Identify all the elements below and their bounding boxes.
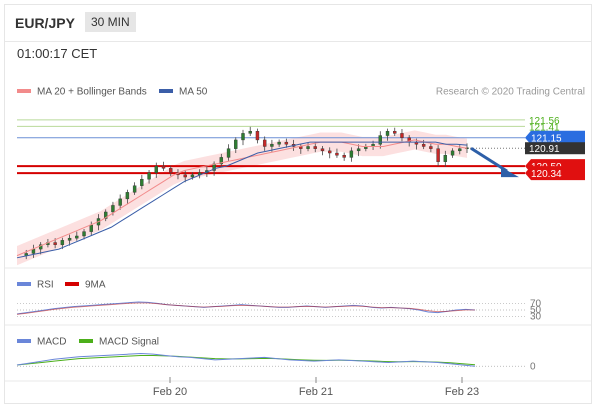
chart-canvas: MA 20 + Bollinger Bands MA 50 Research ©… [5,87,591,398]
candle-body [349,150,354,158]
candle-body [458,148,462,152]
legend-bollinger-swatch [17,89,31,93]
ma20-line [16,139,468,257]
chart-header: EUR/JPY 30 MIN [5,5,591,42]
candle-body [89,224,93,232]
projection-arrowhead [501,167,519,178]
level-tag-support [525,166,585,181]
candle-body [284,141,289,145]
level-label: 121.15 [531,134,562,145]
legend-macd-signal-label: MACD Signal [99,337,159,348]
candle-body [67,237,72,241]
timeframe-badge[interactable]: 30 MIN [85,12,136,32]
x-tick-label: Feb 20 [153,386,187,398]
candle-body [400,133,404,138]
legend-rsi-ma-label: 9MA [85,280,106,291]
candle-body [342,155,346,158]
candle-body [313,146,317,149]
candle-body [378,135,382,145]
candle-body [443,155,448,162]
bollinger-band [17,130,467,266]
candle-body [60,240,65,245]
x-tick-label: Feb 21 [299,386,333,398]
candle-body [356,148,361,152]
level-label: 120.34 [531,169,562,180]
candle-body [219,157,224,165]
rsi-tick-label: 50 [530,305,542,316]
candle-body [125,192,130,200]
candle-body [450,150,455,156]
candle-body [335,152,339,156]
legend-rsi-swatch [17,282,31,286]
candle-body [75,235,79,239]
candle-body [393,130,397,134]
candle-body [306,146,310,149]
candle-body [234,139,238,149]
candle-body [169,168,173,173]
candle-body [140,179,144,186]
candle-body [255,130,260,141]
legend-rsi-label: RSI [37,280,54,291]
candle-body [277,141,281,145]
legend-ma50-swatch [159,89,173,93]
legend-macd-label: MACD [37,337,66,348]
candle-body [183,174,187,178]
ma50-line [16,141,468,259]
rsi-tick-label: 30 [530,312,542,323]
macd-line [16,353,476,367]
level-label: 120.91 [529,144,560,155]
timestamp: 01:00:17 CET [17,46,98,61]
level-tag-pivot [525,130,585,145]
x-tick-label: Feb 23 [445,386,479,398]
last-price-tag [525,142,585,155]
candle-body [328,150,332,154]
credit-text: Research © 2020 Trading Central [436,87,585,98]
legend-macd-signal-swatch [79,339,93,343]
candle-body [320,148,325,152]
legend-macd-swatch [17,339,31,343]
macd-signal-line [16,354,476,366]
legend-bollinger-label: MA 20 + Bollinger Bands [37,87,147,98]
x-axis: Feb 20 Feb 21 Feb 23 [153,377,479,398]
macd-tick-label: 0 [530,361,536,372]
candle-body [118,198,122,206]
candle-body [421,144,426,147]
legend-ma50-label: MA 50 [179,87,208,98]
candle-body [161,165,166,169]
candle-body [147,172,151,180]
candle-body [111,205,115,213]
candle-body [262,139,267,147]
candle-body [270,144,274,147]
candle-body [241,133,245,141]
chart-frame: EUR/JPY 30 MIN 01:00:17 CET MA 20 + Boll… [4,4,592,404]
candle-body [429,146,433,149]
candle-body [248,130,252,134]
legend-rsi-ma-swatch [65,282,79,286]
level-label: 121.41 [529,122,560,133]
rsi-tick-label: 70 [530,298,542,309]
rsi-ma-line [16,302,475,315]
pair-title: EUR/JPY [15,15,75,31]
candle-body [385,130,390,136]
candle-body [154,165,158,173]
candle-body [104,211,108,219]
candle-body [82,231,86,237]
level-label: 121.56 [529,116,560,127]
candle-body [226,148,231,158]
candle-body [132,185,137,193]
macd-plot: 0 [16,353,536,372]
candle-body [53,242,57,245]
candle-body [436,148,440,162]
candle-body [190,174,195,178]
